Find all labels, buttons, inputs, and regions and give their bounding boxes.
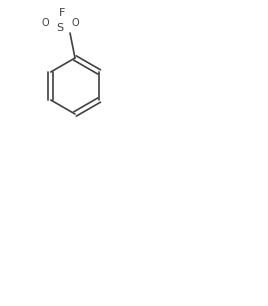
Text: F: F: [59, 8, 65, 18]
Text: S: S: [57, 23, 64, 33]
Text: O: O: [41, 18, 49, 28]
Text: O: O: [71, 18, 79, 28]
